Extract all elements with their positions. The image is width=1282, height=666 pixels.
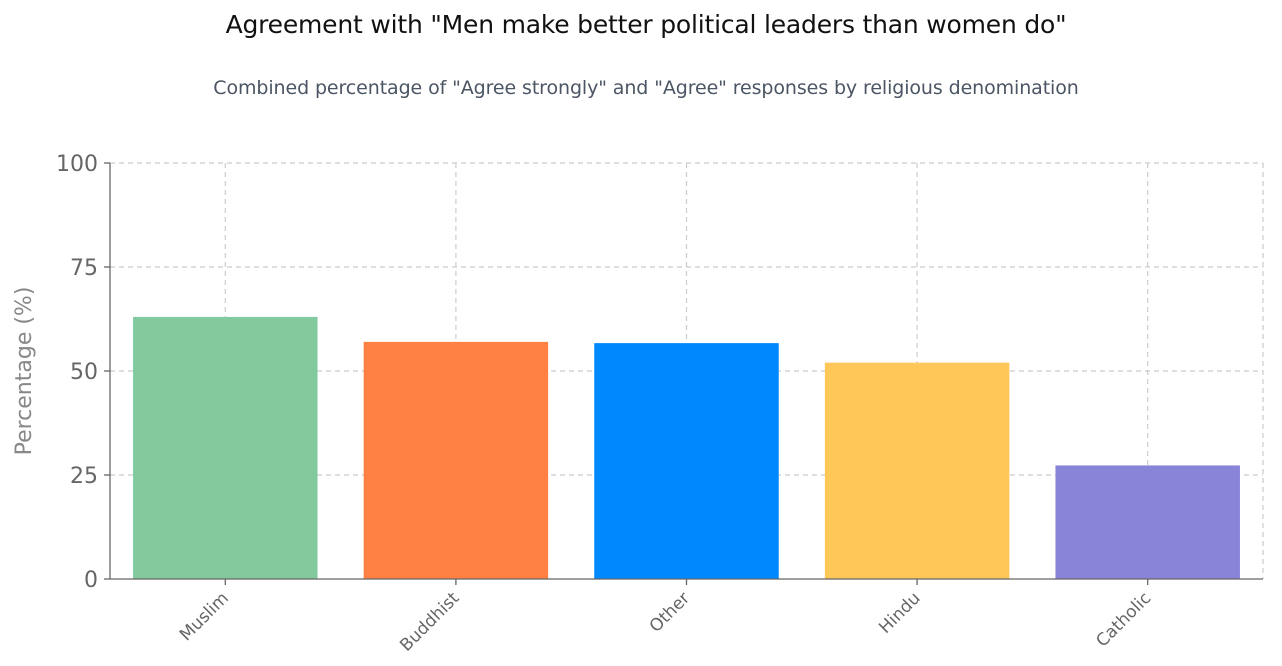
y-tick-label: 50 [70,360,98,385]
bar-muslim[interactable] [133,316,318,579]
x-tick-label-hindu: Hindu [875,588,924,637]
x-tick-label-buddhist: Buddhist [396,588,463,655]
x-tick-label-other: Other [646,588,694,636]
y-tick-label: 100 [56,152,98,177]
y-axis-title: Percentage (%) [12,287,37,456]
y-tick-label: 75 [70,256,98,281]
y-tick-label: 25 [70,464,98,489]
bar-catholic[interactable] [1055,465,1240,579]
chart-subtitle: Combined percentage of "Agree strongly" … [213,77,1079,99]
bar-other[interactable] [594,343,779,579]
bar-hindu[interactable] [824,362,1010,579]
bar-buddhist[interactable] [363,341,549,579]
x-tick-label-muslim: Muslim [176,588,233,645]
chart-title: Agreement with "Men make better politica… [225,10,1067,39]
y-tick-label: 0 [84,568,98,593]
x-tick-label-catholic: Catholic [1092,588,1155,651]
bars [133,316,1240,579]
